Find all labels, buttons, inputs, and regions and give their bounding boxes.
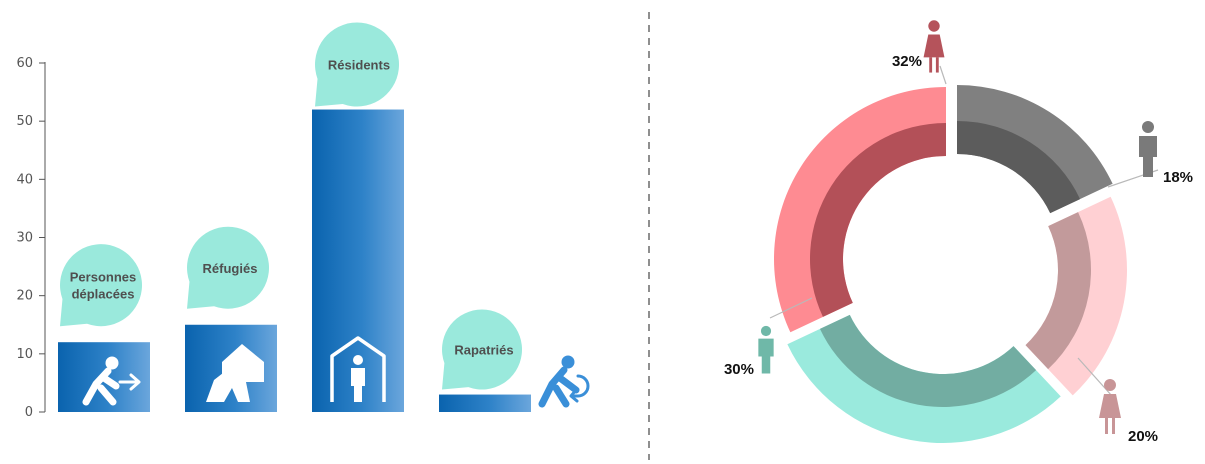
slice-percent-label: 20% [1128, 428, 1158, 445]
slice-outer-ring [774, 87, 946, 333]
y-tick-label: 20 [16, 289, 33, 304]
y-tick-label: 10 [16, 347, 33, 362]
donut-chart: 18% 20% 30% 32% [724, 20, 1193, 445]
person-return-icon [538, 355, 590, 408]
dress-shape [1099, 394, 1121, 418]
head-shape [1104, 379, 1116, 391]
category-label: Personnes [70, 270, 136, 285]
slice-inner-ring [810, 123, 946, 317]
body-shape [82, 367, 120, 406]
tent-front [206, 366, 250, 402]
slice-inner-ring [957, 121, 1081, 214]
category-label: déplacées [72, 287, 135, 302]
head-shape [105, 356, 119, 370]
head-shape [1142, 121, 1154, 133]
bubble-shape [60, 244, 143, 327]
slice-percent-label: 30% [724, 361, 754, 378]
leg-shape [935, 57, 939, 73]
bar [439, 394, 531, 412]
category-bubble: Résidents [315, 22, 400, 107]
dress-shape [923, 34, 945, 58]
category-bubble: Réfugiés [187, 226, 270, 309]
category-label: Résidents [328, 58, 390, 73]
body-shape [351, 368, 365, 402]
woman-icon [923, 20, 945, 73]
donut-slice [1025, 196, 1127, 396]
y-tick-label: 30 [16, 231, 33, 246]
head-shape [760, 325, 772, 337]
leader-line [769, 297, 813, 319]
person-arrow-icon [82, 356, 141, 406]
body-shape [1139, 136, 1157, 177]
bubble-shape [315, 22, 400, 107]
arrow-shape [118, 373, 141, 391]
body-shape [758, 338, 774, 374]
head-shape [928, 20, 940, 32]
bubble-shape [187, 226, 270, 309]
body-shape [538, 366, 580, 408]
slice-percent-label: 32% [892, 53, 922, 70]
head-shape [561, 355, 575, 369]
tent-icon [206, 344, 264, 402]
man-icon [758, 325, 774, 374]
y-axis-ticks: 0 10 20 30 40 50 60 [16, 56, 45, 420]
bar-chart: 0 10 20 30 40 50 60 Personnes déplacées Réfugiés… [16, 22, 590, 420]
category-bubble: Rapatriés [442, 309, 523, 390]
bars: Personnes déplacées Réfugiés Résidents Rapat… [58, 22, 590, 413]
y-tick-label: 50 [16, 114, 33, 129]
y-tick-label: 60 [16, 56, 33, 71]
bubble-shape [442, 309, 523, 390]
donut-slice [787, 314, 1061, 443]
woman-icon [1099, 379, 1121, 434]
category-label: Réfugiés [203, 261, 258, 276]
category-label: Rapatriés [454, 343, 513, 358]
leg-shape [1112, 418, 1115, 434]
house-person-icon [330, 336, 386, 402]
leg-shape [929, 57, 933, 73]
y-tick-label: 0 [25, 405, 33, 420]
house-outline [330, 336, 386, 402]
return-arrow [569, 374, 590, 403]
slice-inner-ring [819, 314, 1037, 407]
leg-shape [1105, 418, 1108, 434]
slice-percent-label: 18% [1163, 169, 1193, 186]
donut-slice [957, 85, 1113, 214]
category-bubble: Personnes déplacées [60, 244, 143, 327]
y-tick-label: 40 [16, 172, 33, 187]
man-icon [1139, 121, 1157, 177]
donut-slice [774, 87, 946, 333]
leader-line [939, 65, 947, 85]
bar [312, 109, 404, 413]
slice-inner-ring [1025, 212, 1091, 370]
head-shape [353, 355, 363, 365]
